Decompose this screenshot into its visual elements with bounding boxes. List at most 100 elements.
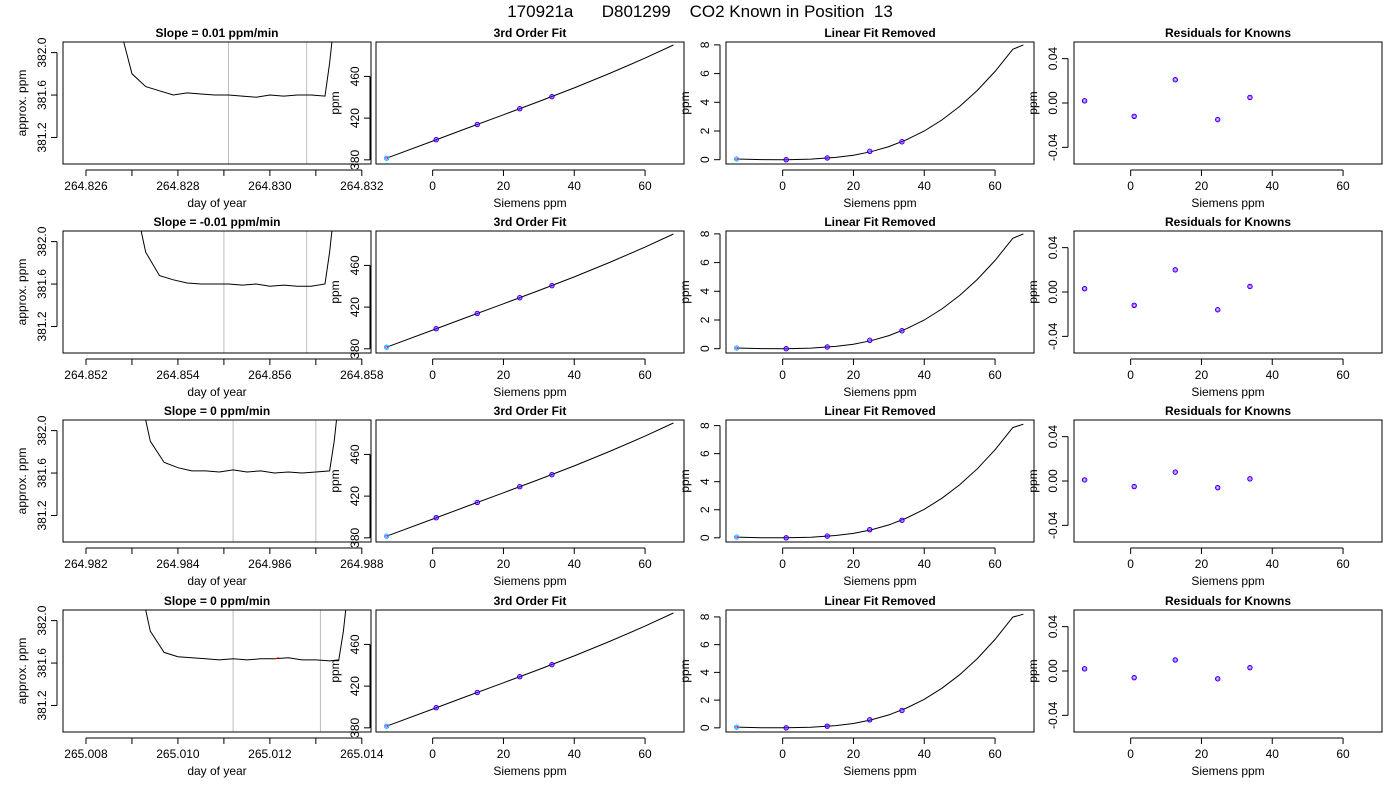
x-tick-label: 20 [1195,368,1209,382]
x-tick-label: 40 [568,747,582,761]
y-axis-label: ppm [678,91,692,114]
y-axis-label: ppm [678,469,692,492]
plot-area [140,231,333,353]
x-tick-label: 60 [1336,747,1350,761]
plot-area [145,420,338,542]
data-point-accent [1248,285,1252,288]
y-tick-label: 420 [348,297,362,317]
x-tick-label: 40 [918,747,932,761]
x-tick-label: 20 [847,179,861,193]
data-point-accent [1132,676,1136,680]
x-axis-label: day of year [187,764,246,778]
data-point [1247,476,1253,482]
data-point-accent [735,157,739,161]
panel-title: Slope = -0.01 ppm/min [153,215,280,229]
data-point [1172,657,1178,663]
data-point-accent [784,536,788,540]
y-tick-label: 4 [698,99,712,106]
plot-frame [1073,419,1383,543]
plot-area [733,44,1024,163]
x-tick-label: 60 [988,368,1002,382]
x-tick-label: 0 [779,368,786,382]
x-tick-label: 265.010 [156,747,200,761]
data-point [1081,98,1088,104]
plot-frame [375,419,685,543]
plot-frame [725,609,1035,733]
panel-title: Residuals for Knowns [1165,215,1291,229]
plot-area [383,612,674,729]
x-tick-label: 0 [779,557,786,571]
plot-area [383,422,674,539]
data-point-accent [385,345,389,349]
y-tick-label: 0.04 [1046,615,1060,639]
y-axis-label: ppm [678,659,692,682]
y-tick-label: 6 [698,450,712,457]
data-point-accent [1083,99,1087,103]
x-tick-label: 60 [988,747,1002,761]
data-point-accent [434,706,438,710]
data-point [1247,94,1253,101]
panel-title: Linear Fit Removed [824,594,935,608]
data-point [549,282,555,289]
plot-area [145,610,347,732]
x-tick-label: 264.828 [156,179,200,193]
y-tick-label: 382.0 [35,415,49,445]
data-point-accent [475,691,479,694]
data-point-accent [868,149,872,153]
data-point [824,723,830,729]
data-point [517,106,523,112]
data-point-accent [385,534,389,538]
x-tick-label: 20 [1195,179,1209,193]
y-axis-label: ppm [328,469,342,492]
y-axis-label: ppm [678,280,692,303]
data-point-accent [900,140,904,144]
data-point-accent [900,329,904,333]
x-tick-label: 60 [988,557,1002,571]
data-point-accent [784,726,788,730]
data-point [383,344,390,350]
data-point [549,93,555,100]
x-axis-label: Siemens ppm [1191,574,1264,588]
y-tick-label: 8 [698,422,712,429]
x-tick-label: 60 [638,368,652,382]
data-point [1081,666,1088,672]
data-point-accent [1173,78,1177,82]
x-axis-label: Siemens ppm [843,574,916,588]
panel-title: Slope = 0 ppm/min [164,594,270,608]
x-axis-label: day of year [187,574,246,588]
y-tick-label: 0 [698,534,712,541]
panel-r2-c4: Residuals for Knowns 0 20 40 60 -0.04 0.00 0.04… [1026,215,1383,399]
x-tick-label: 264.982 [64,557,108,571]
panel-r4-c2: 3rd Order Fit 0 20 40 60 380 420 460 Siemens ppm… [328,594,685,778]
data-point [824,155,830,161]
x-tick-label: 60 [638,557,652,571]
data-point [549,661,555,668]
data-point-accent [1173,470,1177,474]
y-tick-label: 382.0 [35,605,49,635]
x-tick-label: 40 [1266,368,1280,382]
data-point [867,337,873,344]
y-tick-label: 381.6 [35,269,49,299]
panel-title: Linear Fit Removed [824,215,935,229]
data-point-accent [735,346,739,350]
y-tick-label: 4 [698,478,712,485]
y-axis-label: approx. ppm [15,259,29,326]
fit-curve [386,422,674,537]
data-point [474,499,480,506]
data-point-accent [1216,308,1220,312]
plot-area [1081,77,1253,123]
x-tick-label: 0 [1127,747,1134,761]
data-point [1172,77,1178,83]
y-tick-label: 381.2 [35,122,49,152]
data-point [517,674,523,680]
y-axis-label: ppm [328,91,342,114]
y-tick-label: 0.04 [1046,425,1060,449]
data-point-accent [825,345,829,349]
x-tick-label: 60 [1336,557,1350,571]
x-tick-label: 40 [1266,747,1280,761]
x-tick-label: 60 [1336,368,1350,382]
data-point-accent [1216,118,1220,122]
y-tick-label: 4 [698,669,712,676]
data-point-accent [900,709,904,712]
x-tick-label: 265.014 [340,747,384,761]
